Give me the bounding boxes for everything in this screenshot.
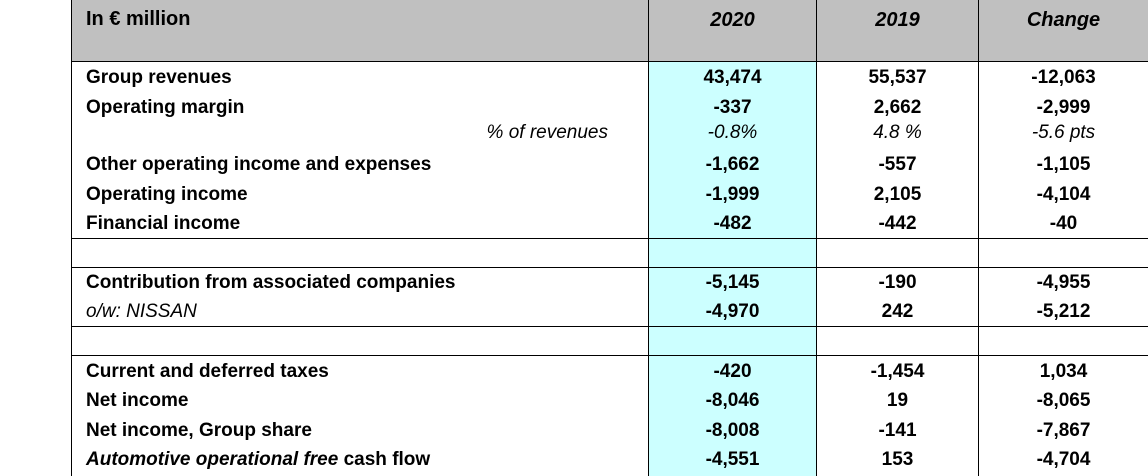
- cell-2019: -442: [878, 213, 917, 234]
- cell-2019: -557: [878, 154, 917, 175]
- row-label-taxes: Current and deferred taxes: [86, 361, 329, 382]
- header-background: [71, 0, 1148, 61]
- cell-change: -2,999: [1036, 97, 1091, 118]
- row-divider: [71, 267, 1148, 268]
- cell-2020: -482: [713, 213, 752, 234]
- header-2020: 2020: [710, 9, 755, 31]
- cell-2020: -4,970: [705, 301, 760, 322]
- row-label-free-cash-flow: Automotive operational free cash flow: [86, 448, 430, 471]
- cell-change: -1,105: [1036, 154, 1091, 175]
- cell-change: -5.6 pts: [1031, 122, 1096, 143]
- label-italic-part: Automotive operational free: [86, 449, 339, 470]
- row-label-financial-income: Financial income: [86, 213, 241, 234]
- row-label-operating-income: Operating income: [86, 184, 248, 205]
- column-divider: [816, 0, 817, 476]
- header-divider: [71, 61, 1148, 62]
- cell-2020: -8,008: [705, 420, 760, 441]
- row-label-net-income: Net income: [86, 390, 189, 411]
- cell-2020: -5,145: [705, 272, 760, 293]
- cell-2019: 153: [881, 449, 914, 470]
- row-label-other-operating: Other operating income and expenses: [86, 154, 432, 175]
- cell-change: -12,063: [1031, 67, 1096, 88]
- cell-2019: 4.8 %: [873, 122, 922, 143]
- cell-2019: 2,105: [873, 184, 922, 205]
- row-label-group-revenues: Group revenues: [86, 67, 232, 88]
- cell-change: -4,704: [1036, 449, 1091, 470]
- row-label-associated-companies: Contribution from associated companies: [86, 272, 456, 293]
- cell-2020: -0.8%: [707, 122, 758, 143]
- cell-2019: -141: [878, 420, 917, 441]
- cell-2020: -420: [713, 361, 752, 382]
- cell-change: 1,034: [1039, 361, 1088, 382]
- cell-change: -5,212: [1036, 301, 1091, 322]
- cell-change: -4,104: [1036, 184, 1091, 205]
- row-divider: [71, 326, 1148, 327]
- header-unit-label: In € million: [86, 8, 191, 30]
- label-rest-part: cash flow: [338, 449, 431, 470]
- row-label-net-income-group-share: Net income, Group share: [86, 420, 312, 441]
- cell-2019: -1,454: [870, 361, 925, 382]
- income-table: In € million 2020 2019 Change Group reve…: [71, 0, 1148, 476]
- cell-2019: 19: [886, 390, 909, 411]
- row-divider: [71, 355, 1148, 356]
- cell-2020: -8,046: [705, 390, 760, 411]
- column-2020-highlight: [649, 61, 816, 476]
- cell-2019: 55,537: [868, 67, 927, 88]
- cell-change: -40: [1049, 213, 1078, 234]
- column-divider: [978, 0, 979, 476]
- header-change: Change: [1026, 9, 1101, 31]
- cell-2020: -4,551: [705, 449, 760, 470]
- cell-2020: -1,999: [705, 184, 760, 205]
- column-divider: [648, 0, 649, 476]
- column-divider: [71, 0, 72, 476]
- cell-change: -8,065: [1036, 390, 1091, 411]
- cell-2019: 2,662: [873, 97, 922, 118]
- row-label-nissan: o/w: NISSAN: [86, 301, 197, 322]
- row-label-percent-of-revenues: % of revenues: [486, 122, 608, 143]
- cell-change: -4,955: [1036, 272, 1091, 293]
- cell-2019: 242: [881, 301, 914, 322]
- row-label-operating-margin: Operating margin: [86, 97, 245, 118]
- header-2019: 2019: [875, 9, 920, 31]
- row-divider: [71, 238, 1148, 239]
- cell-2019: -190: [878, 272, 917, 293]
- cell-2020: -337: [713, 97, 752, 118]
- cell-2020: 43,474: [703, 67, 762, 88]
- cell-2020: -1,662: [705, 154, 760, 175]
- cell-change: -7,867: [1036, 420, 1091, 441]
